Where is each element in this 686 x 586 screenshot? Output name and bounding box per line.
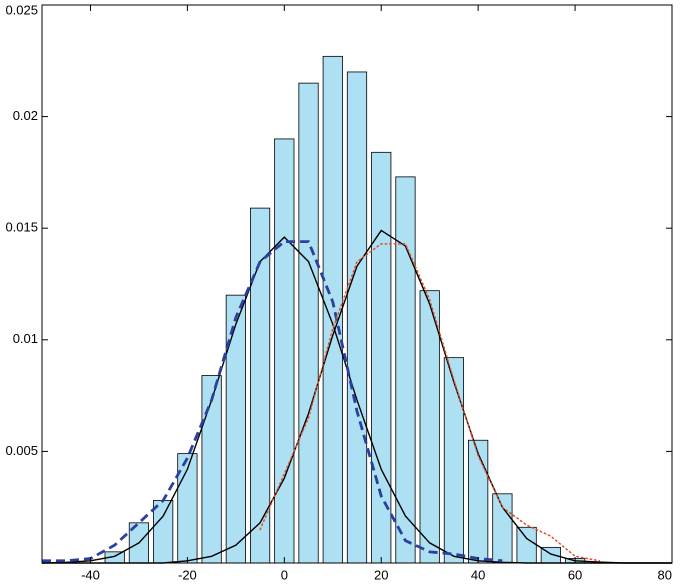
fit-line [259,243,601,562]
bar [516,526,537,564]
bar [395,176,416,564]
plot-frame [41,4,673,564]
x-tick-label: -20 [178,567,197,582]
y-tick-label: 0.005 [5,443,38,458]
bar [492,493,513,564]
x-tick-label: 40 [471,567,485,582]
y-tick-label: 0.015 [5,220,38,235]
bar [225,294,246,564]
x-tick-label: 0 [281,567,288,582]
bar [468,439,489,564]
x-tick-label: 20 [374,567,388,582]
bar [419,290,440,564]
bar [298,82,319,564]
bar [346,71,368,564]
y-tick-label: 0.025 [5,2,38,17]
bar [153,500,174,564]
bar [274,138,295,564]
x-tick-label: -40 [81,567,100,582]
bar [443,357,465,564]
bar [371,151,392,564]
y-tick-label: 0.02 [13,108,38,123]
x-tick-label: 60 [568,567,582,582]
y-tick-label: 0.01 [13,331,38,346]
x-tick-label: 80 [658,567,672,582]
bar [201,375,222,564]
